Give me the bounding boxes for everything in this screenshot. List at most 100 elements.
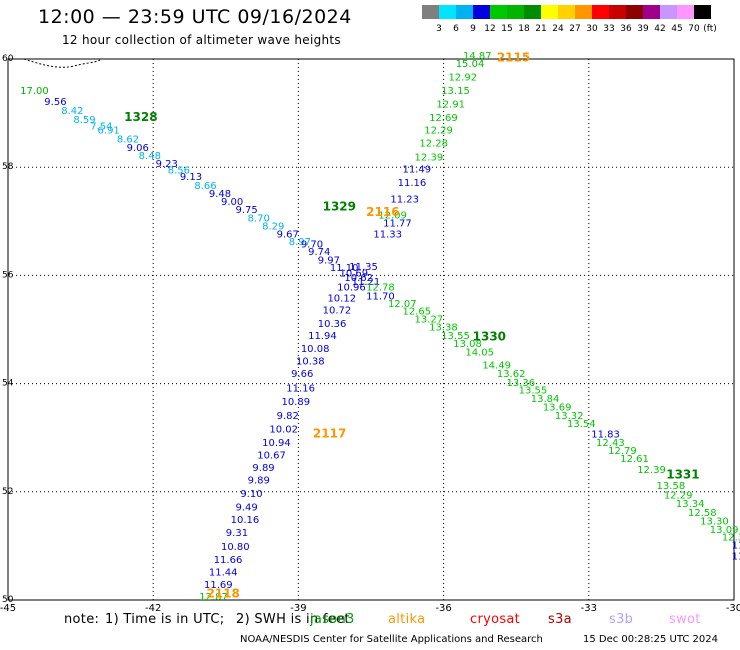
- color-scale-unit: (ft): [703, 24, 717, 34]
- wave-height-point: 14.49: [482, 360, 511, 371]
- wave-height-point: 13.15: [441, 86, 470, 97]
- color-scale-swatch: [439, 5, 456, 19]
- color-scale-swatch: [643, 5, 660, 19]
- wave-height-point: 9.56: [44, 97, 66, 108]
- x-tick-label: -42: [145, 603, 161, 614]
- wave-height-point: 14.05: [465, 347, 494, 358]
- wave-height-point: 11.70: [366, 292, 395, 303]
- wave-height-point: 11.66: [214, 555, 243, 566]
- chart-subtitle: 12 hour collection of altimeter wave hei…: [62, 33, 341, 47]
- color-scale-label: 45: [671, 24, 683, 34]
- color-scale-label: 15: [501, 24, 513, 34]
- wave-height-point: 9.97: [318, 255, 340, 266]
- wave-height-point: 10.02: [269, 424, 298, 435]
- wave-height-point: 11.10: [330, 263, 359, 274]
- color-scale-swatch: [490, 5, 507, 19]
- color-scale-label: 21: [535, 24, 547, 34]
- wave-height-point: 14.87: [463, 51, 492, 62]
- color-scale-label: 70: [688, 24, 700, 34]
- color-scale-swatch: [507, 5, 524, 19]
- color-scale-swatch: [694, 5, 711, 19]
- wave-height-point: 10.80: [221, 542, 250, 553]
- wave-height-point: 11.69: [204, 580, 233, 591]
- wave-height-point: 11.16: [398, 178, 427, 189]
- note-prefix: note:: [64, 612, 100, 627]
- wave-height-point: 8.70: [248, 213, 270, 224]
- x-tick-label: -30: [726, 603, 740, 614]
- wave-height-point: 13.09: [710, 525, 739, 536]
- coastline: [23, 58, 101, 68]
- note-swh: 2) SWH is in feet: [236, 612, 350, 627]
- wave-height-point: 9.75: [235, 205, 257, 216]
- wave-height-point: 8.48: [139, 151, 161, 162]
- wave-height-point: 8.42: [61, 106, 83, 117]
- pass-number-label: 1331: [666, 467, 699, 481]
- wave-height-point: 12.87: [199, 592, 228, 603]
- color-scale-label: 30: [586, 24, 598, 34]
- wave-height-point: 12.58: [688, 508, 717, 519]
- wave-height-point: 11.77: [383, 219, 412, 230]
- y-tick-label: 58: [2, 162, 14, 172]
- mission-altika: altika: [388, 612, 426, 627]
- wave-height-point: 12.28: [419, 139, 448, 150]
- color-scale-swatch: [592, 5, 609, 19]
- wave-height-point: 13.36: [507, 378, 536, 389]
- y-tick-label: 60: [2, 54, 14, 64]
- color-scale-label: 39: [637, 24, 649, 34]
- wave-height-point: 11.33: [373, 230, 402, 241]
- color-scale-label: 24: [552, 24, 564, 34]
- color-scale-label: 42: [654, 24, 666, 34]
- color-scale-swatch: [575, 5, 592, 19]
- wave-height-point: 13.54: [567, 419, 596, 430]
- wave-height-point: 10.89: [281, 397, 310, 408]
- plot-frame: [7, 58, 735, 601]
- wave-height-point: 12.43: [596, 438, 625, 449]
- color-scale-label: 6: [453, 24, 459, 34]
- wave-height-point: 8.59: [73, 115, 95, 126]
- wave-height-point: 11.16: [286, 384, 315, 395]
- color-scale-swatch: [524, 5, 541, 19]
- pass-number-label: 1328: [124, 110, 157, 124]
- wave-height-point: 12.78: [366, 283, 395, 294]
- color-scale-label: 12: [484, 24, 496, 34]
- wave-height-point: 8.66: [194, 181, 216, 192]
- chart-title: 12:00 — 23:59 UTC 09/16/2024: [38, 6, 352, 28]
- color-scale-label: 27: [569, 24, 581, 34]
- note-time: 1) Time is in UTC;: [105, 612, 225, 627]
- wave-height-point: 13.55: [519, 385, 548, 396]
- wave-height-point: 6.91: [98, 126, 120, 137]
- wave-height-point: 12.91: [436, 100, 465, 111]
- wave-height-point: 9.13: [180, 172, 202, 183]
- pass-number-label: 2115: [497, 51, 530, 65]
- wave-height-point: 12.39: [722, 532, 740, 543]
- wave-height-point: 12.09: [378, 211, 407, 222]
- wave-height-point: 9.89: [248, 476, 270, 487]
- x-tick-label: -36: [435, 603, 451, 614]
- wave-height-point: 8.56: [168, 166, 190, 177]
- wave-height-point: 12.39: [415, 153, 444, 164]
- y-tick-label: 50: [2, 595, 14, 605]
- wave-height-point: 9.82: [277, 411, 299, 422]
- wave-height-point: 11.14: [732, 541, 740, 552]
- color-scale-swatch: [541, 5, 558, 19]
- color-scale-label: 9: [470, 24, 476, 34]
- wave-height-point: 9.89: [252, 463, 274, 474]
- wave-height-point: 7.54: [90, 121, 112, 132]
- mission-swot: swot: [669, 612, 701, 627]
- wave-height-point: 11.30: [732, 551, 740, 562]
- wave-height-point: 10.16: [231, 515, 260, 526]
- wave-height-point: 10.36: [318, 319, 347, 330]
- wave-height-point: 9.00: [221, 197, 243, 208]
- wave-height-point: 10.96: [337, 283, 366, 294]
- wave-height-point: 12.65: [402, 306, 431, 317]
- wave-height-point: 12.07: [388, 299, 417, 310]
- wave-height-point: 9.23: [156, 159, 178, 170]
- color-scale-swatch: [558, 5, 575, 19]
- wave-height-point: 13.30: [700, 516, 729, 527]
- wave-height-point: 9.31: [226, 528, 248, 539]
- color-scale-swatch: [677, 5, 694, 19]
- wave-height-point: 13.62: [497, 369, 526, 380]
- wave-height-point: 8.62: [117, 134, 139, 145]
- credit-line: NOAA/NESDIS Center for Satellite Applica…: [240, 634, 543, 645]
